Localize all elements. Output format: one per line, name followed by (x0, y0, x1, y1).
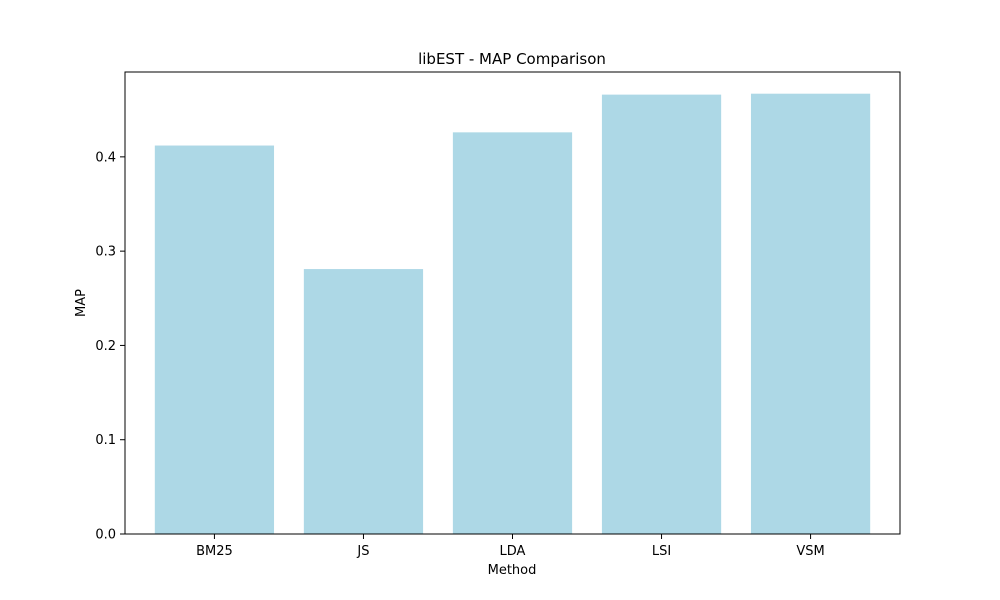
bar-lsi (601, 94, 722, 534)
bar-vsm (750, 93, 871, 534)
x-axis-label: Method (488, 563, 537, 578)
x-tick-label: BM25 (196, 544, 233, 559)
bar-bm25 (154, 145, 275, 535)
x-tick-label: LDA (500, 544, 526, 559)
y-tick-label: 0.3 (95, 245, 116, 260)
bar-js (303, 269, 424, 534)
y-tick-label: 0.4 (95, 150, 116, 165)
x-tick-label: VSM (796, 544, 824, 559)
y-tick-label: 0.0 (95, 528, 116, 543)
plot-area (124, 71, 901, 535)
bar-group (154, 93, 871, 535)
y-tick-label: 0.1 (95, 433, 116, 448)
chart-title: libEST - MAP Comparison (418, 50, 606, 68)
y-axis-label: MAP (74, 289, 89, 317)
y-tick-label: 0.2 (95, 339, 116, 354)
y-axis: 0.0 0.1 0.2 0.3 0.4 (95, 150, 125, 543)
x-tick-label: JS (356, 544, 369, 559)
bar-lda (452, 132, 573, 534)
x-tick-label: LSI (652, 544, 671, 559)
x-axis: BM25 JS LDA LSI VSM (196, 534, 825, 559)
